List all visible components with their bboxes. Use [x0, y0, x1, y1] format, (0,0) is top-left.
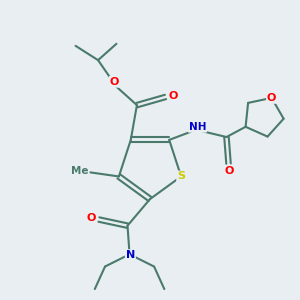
- Text: O: O: [110, 77, 119, 87]
- Text: O: O: [267, 93, 276, 103]
- Text: O: O: [87, 213, 96, 223]
- Text: Me: Me: [71, 166, 89, 176]
- Text: N: N: [126, 250, 135, 260]
- Text: NH: NH: [189, 122, 206, 132]
- Text: S: S: [177, 172, 185, 182]
- Text: O: O: [168, 91, 178, 101]
- Text: O: O: [225, 166, 234, 176]
